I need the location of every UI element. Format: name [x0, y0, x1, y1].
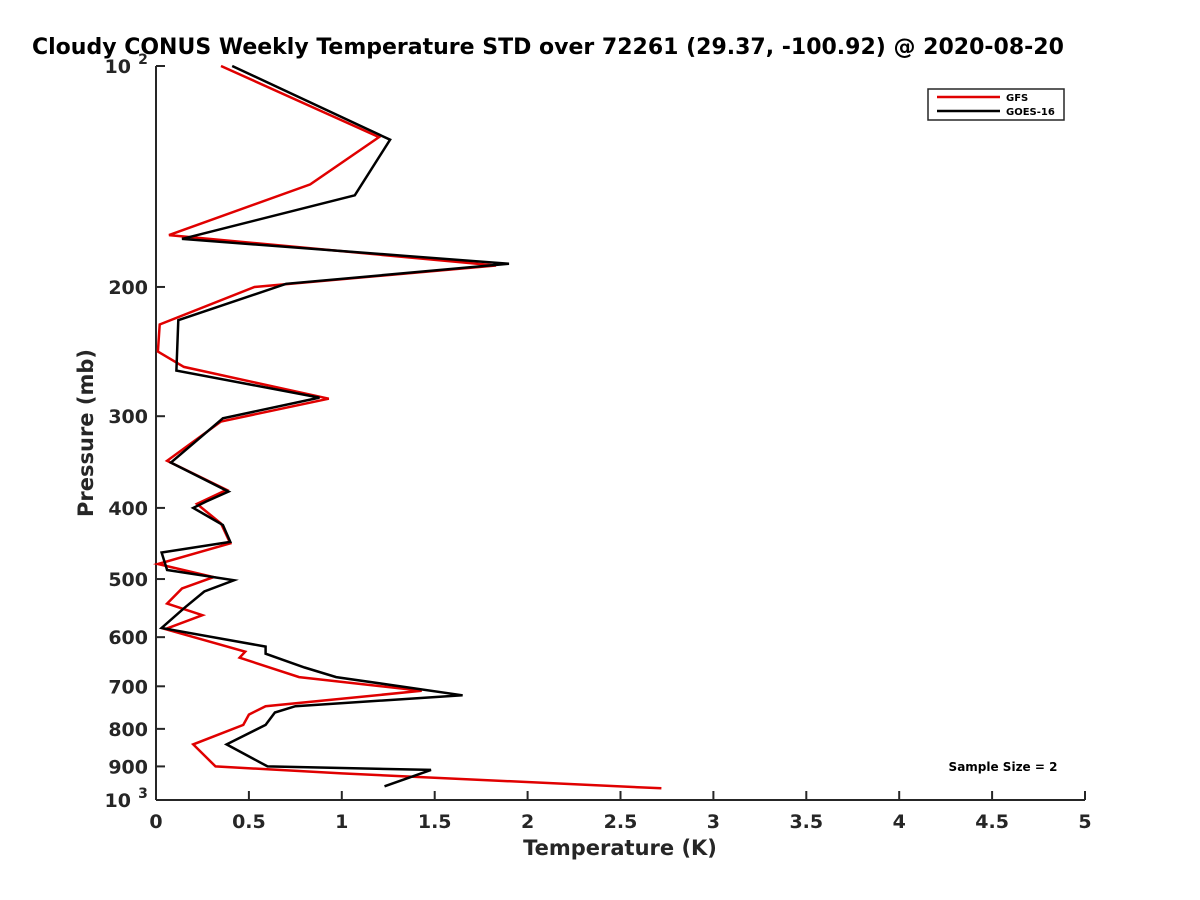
- x-tick-label: 3: [707, 811, 720, 833]
- y-tick-base: 10: [105, 56, 131, 78]
- y-tick-label: 700: [108, 676, 148, 698]
- y-tick-label: 900: [108, 756, 148, 778]
- legend-label: GFS: [1006, 93, 1028, 104]
- y-tick-label: 800: [108, 719, 148, 741]
- legend-box: [927, 88, 1065, 121]
- x-tick-label: 3.5: [789, 811, 823, 833]
- y-tick-label: 400: [108, 498, 148, 520]
- sample-size-annotation: Sample Size = 2: [949, 760, 1058, 774]
- x-ticks: 0 0.5 1 1.5 2 2.5 3 3.5 4 4.5 5: [149, 791, 1092, 833]
- y-ticks: 10 2 200 300 400 500 600 700 800 900 10 3: [105, 52, 165, 812]
- x-tick-label: 1.5: [418, 811, 452, 833]
- y-tick-label: 10 2: [105, 52, 148, 78]
- x-tick-label: 2: [521, 811, 534, 833]
- x-tick-label: 4: [893, 811, 906, 833]
- y-tick-label: 200: [108, 277, 148, 299]
- y-tick-exponent: 2: [138, 52, 148, 68]
- y-tick-label: 600: [108, 627, 148, 649]
- plot-area: 0 0.5 1 1.5 2 2.5 3 3.5 4 4.5 5 10 2 200 300 400 500 600…: [105, 52, 1092, 833]
- y-tick-label: 300: [108, 406, 148, 428]
- legend: GFS GOES-16: [927, 88, 1065, 121]
- legend-label: GOES-16: [1006, 107, 1055, 118]
- chart-title: Cloudy CONUS Weekly Temperature STD over…: [32, 35, 1064, 60]
- x-tick-label: 0: [149, 811, 162, 833]
- x-tick-label: 1: [335, 811, 348, 833]
- series-lines: [152, 64, 662, 790]
- y-tick-label: 10 3: [105, 786, 148, 812]
- x-tick-label: 2.5: [604, 811, 638, 833]
- y-tick-label: 500: [108, 569, 148, 591]
- y-tick-exponent: 3: [138, 786, 148, 802]
- y-axis-label: Pressure (mb): [74, 349, 98, 517]
- x-tick-label: 0.5: [232, 811, 266, 833]
- series-line-goes-16: [158, 64, 510, 788]
- x-tick-label: 5: [1078, 811, 1091, 833]
- series-line-gfs: [152, 64, 662, 790]
- x-tick-label: 4.5: [975, 811, 1009, 833]
- y-tick-base: 10: [105, 790, 131, 812]
- x-axis-label: Temperature (K): [523, 836, 717, 860]
